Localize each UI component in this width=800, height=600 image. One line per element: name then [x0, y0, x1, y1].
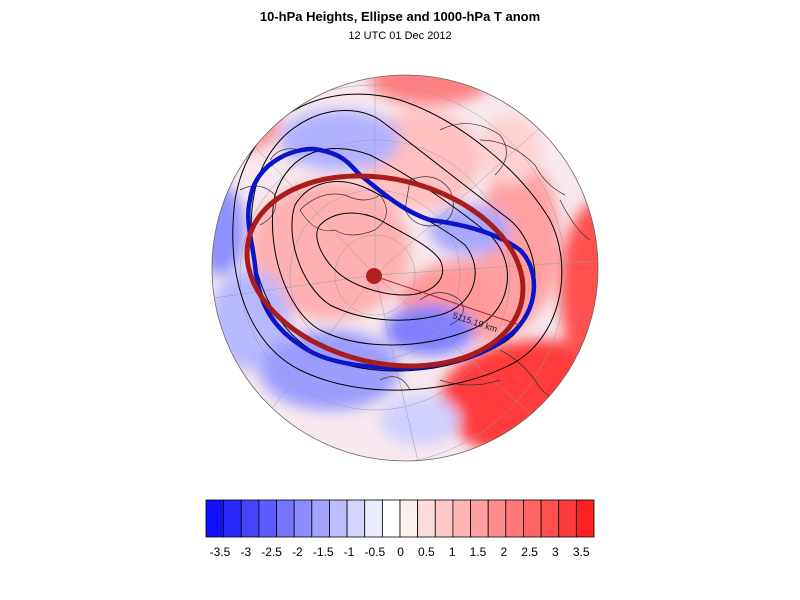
colorbar-tick-label: 2.5 [521, 545, 538, 559]
colorbar-box [311, 499, 330, 538]
colorbar-tick-label: -1 [344, 545, 355, 559]
colorbar-box [434, 499, 454, 538]
colorbar-tick-label: -0.5 [364, 545, 385, 559]
colorbar-box [540, 499, 560, 538]
height-contours [232, 93, 563, 391]
colorbar-box [293, 499, 313, 538]
vortex-edge-contour [246, 146, 537, 371]
colorbar-box [276, 499, 295, 538]
colorbar-tick-label: 3 [552, 545, 559, 559]
colorbar-box [575, 499, 595, 538]
colorbar-tick-label: 1 [449, 545, 456, 559]
globe-outline [211, 74, 599, 462]
colorbar-box [452, 499, 471, 538]
colorbar-box [381, 499, 401, 538]
colorbar-tick-label: -2 [292, 545, 303, 559]
colorbar-tick-label: 3.5 [573, 545, 590, 559]
colorbar-box [417, 499, 436, 538]
vortex-ellipse [244, 173, 526, 369]
colorbar-tick-labels: -3.5 -3 -2.5 -2 -1.5 -1 -0.5 0 0.5 1 1.5… [210, 545, 590, 559]
colorbar-box [240, 499, 260, 538]
colorbar-box [258, 499, 277, 538]
colorbar-tick-label: -3 [240, 545, 251, 559]
ellipse-axis-line [373, 275, 521, 326]
colorbar-tick-label: 1.5 [470, 545, 487, 559]
colorbar-tick-label: 2 [500, 545, 507, 559]
colorbar-tick-label: -3.5 [210, 545, 231, 559]
colorbar-box [205, 499, 225, 538]
colorbar-tick-label: -1.5 [313, 545, 334, 559]
colorbar-boxes [205, 499, 595, 538]
colorbar-box [346, 499, 366, 538]
colorbar-tick-label: 0 [397, 545, 404, 559]
colorbar-tick-label: -2.5 [261, 545, 282, 559]
chart-subtitle: 12 UTC 01 Dec 2012 [348, 30, 452, 42]
colorbar-box [329, 499, 348, 538]
colorbar-box [523, 499, 542, 538]
colorbar-box [364, 499, 383, 538]
colorbar-box [223, 499, 242, 538]
colorbar-tick-label: 0.5 [418, 545, 435, 559]
colorbar-box [558, 499, 577, 538]
ellipse-center-marker [366, 268, 382, 284]
chart-title: 10-hPa Heights, Ellipse and 1000-hPa T a… [259, 9, 541, 24]
colorbar-box [487, 499, 507, 538]
colorbar-box [505, 499, 524, 538]
colorbar-box [399, 499, 419, 538]
colorbar-box [470, 499, 489, 538]
